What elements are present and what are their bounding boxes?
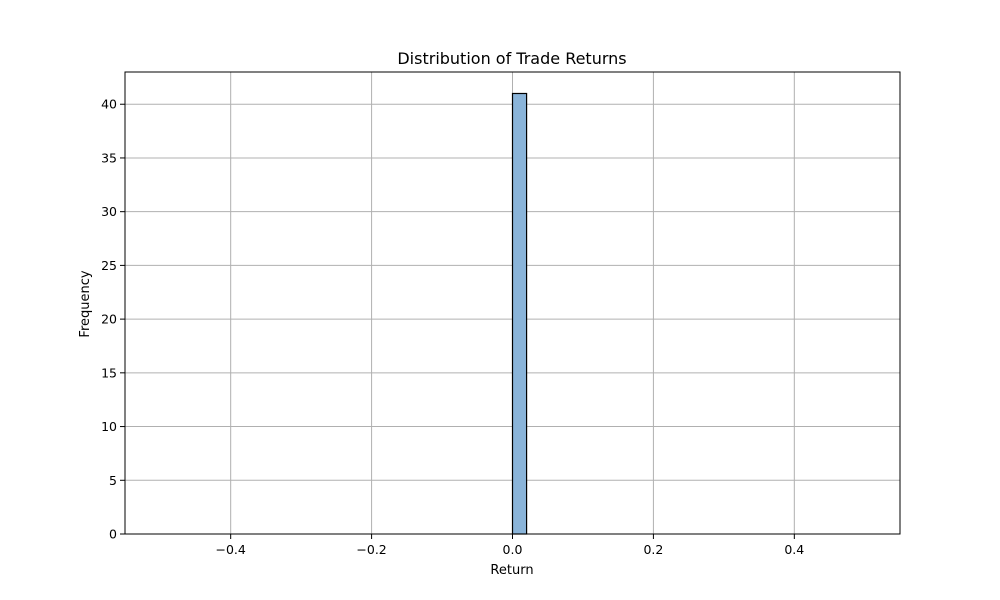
x-tick-label: 0.4: [784, 542, 804, 557]
y-tick-label: 5: [109, 473, 117, 488]
y-axis-label: Frequency: [78, 270, 93, 337]
y-tick-label: 30: [101, 204, 117, 219]
ticks-layer: −0.4 −0.2 0.0 0.2 0.4 0 5 10 15 20 25 30 35 40: [101, 97, 804, 557]
y-tick-label: 0: [109, 527, 117, 542]
y-tick-label: 10: [101, 419, 117, 434]
y-tick-label: 20: [101, 312, 117, 327]
y-tick-label: 35: [101, 150, 117, 165]
y-tick-label: 15: [101, 365, 117, 380]
y-tick-label: 40: [101, 97, 117, 112]
bars-layer: [160, 92, 865, 535]
y-tick-label: 25: [101, 258, 117, 273]
x-tick-label: 0.2: [643, 542, 663, 557]
x-tick-label: −0.4: [216, 542, 246, 557]
x-tick-label: −0.2: [356, 542, 386, 557]
histogram-bar: [511, 92, 528, 535]
x-tick-label: 0.0: [503, 542, 523, 557]
chart-title: Distribution of Trade Returns: [397, 49, 626, 68]
x-axis-label: Return: [490, 563, 533, 578]
